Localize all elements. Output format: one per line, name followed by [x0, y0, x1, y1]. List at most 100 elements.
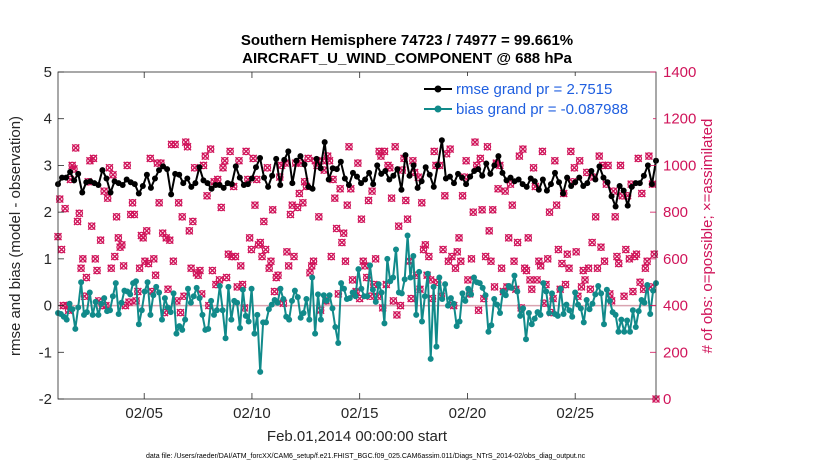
rmse-point [176, 171, 183, 178]
obs-marker [637, 189, 646, 198]
bias-point [508, 284, 515, 291]
bias-point [601, 321, 607, 328]
bias-point [95, 311, 102, 318]
bias-point [543, 288, 550, 295]
obs-marker [387, 194, 396, 203]
obs-marker [563, 250, 572, 259]
rmse-point [612, 203, 619, 210]
rmse-point [281, 156, 288, 163]
bias-point [133, 278, 139, 285]
obs-marker [604, 161, 613, 170]
obs-marker [403, 215, 412, 224]
obs-marker [526, 275, 535, 284]
bias-point [364, 293, 371, 300]
obs-marker [169, 257, 178, 266]
rmse-point [479, 172, 486, 179]
obs-marker [188, 217, 197, 226]
bias-point [150, 292, 157, 299]
bias-point [242, 312, 249, 319]
bias-point [419, 318, 425, 325]
rmse-point [119, 182, 126, 189]
bias-point [624, 317, 631, 324]
bias-point [326, 292, 333, 299]
rmse-point [341, 175, 348, 182]
obs-marker [591, 212, 600, 221]
bias-point [615, 328, 622, 335]
rmse-point [410, 162, 417, 169]
bias-point [384, 255, 391, 262]
obs-marker [501, 187, 510, 196]
obs-marker [650, 250, 659, 259]
obs-marker [371, 254, 380, 263]
obs-marker [391, 142, 400, 151]
rmse-point [180, 180, 187, 187]
obs-marker [518, 145, 527, 154]
bias-point [205, 325, 212, 332]
rmse-point [366, 169, 373, 176]
obs-marker [61, 204, 70, 213]
left-y-tick-label: -1 [39, 344, 52, 361]
obs-marker [226, 147, 235, 156]
obs-marker [588, 238, 597, 247]
obs-marker [339, 229, 348, 238]
bias-point [381, 320, 388, 327]
right-y-tick-label: 1400 [663, 64, 696, 81]
obs-marker [417, 198, 426, 207]
rmse-point [358, 180, 365, 187]
rmse-point [99, 167, 106, 174]
rmse-point [168, 191, 175, 198]
x-tick-label: 02/05 [125, 405, 163, 422]
legend-bias-marker [434, 105, 442, 113]
rmse-point [450, 180, 457, 187]
bias-point [549, 290, 555, 297]
bias-point [83, 309, 90, 316]
bias-point [546, 310, 553, 317]
rmse-point [438, 137, 445, 144]
bias-point [433, 343, 440, 350]
obs-marker [508, 201, 517, 210]
bias-point [219, 307, 226, 314]
obs-marker [453, 247, 462, 256]
rmse-point [228, 181, 235, 188]
obs-marker [151, 271, 160, 280]
bias-point [485, 328, 492, 335]
obs-marker [467, 254, 476, 263]
rmse-point [515, 176, 522, 183]
obs-marker [231, 252, 240, 261]
obs-marker [155, 198, 164, 207]
rmse-point [398, 186, 405, 193]
rmse-point [285, 148, 292, 155]
right-y-tick-label: 0 [663, 391, 671, 408]
x-tick-label: 02/20 [449, 405, 487, 422]
obs-marker [620, 292, 629, 301]
rmse-point [370, 181, 377, 188]
bias-point [603, 286, 610, 293]
bias-point [424, 270, 431, 277]
rmse-point [523, 183, 530, 190]
rmse-point [143, 171, 150, 178]
bias-point [494, 301, 501, 308]
rmse-point [204, 180, 211, 187]
obs-marker [203, 191, 212, 200]
bias-point [291, 287, 298, 294]
obs-marker [87, 222, 96, 231]
obs-marker [117, 240, 126, 249]
right-y-tick-label: 1200 [663, 111, 696, 128]
bias-point [332, 324, 339, 331]
bias-point [554, 312, 561, 319]
obs-marker [220, 156, 229, 165]
bias-point [222, 335, 229, 342]
right-y-tick-label: 800 [663, 204, 688, 221]
obs-marker [595, 152, 604, 161]
bias-point [627, 328, 633, 335]
rmse-point [620, 187, 627, 194]
rmse-point [604, 179, 611, 186]
obs-marker [376, 152, 385, 161]
rmse-point [592, 176, 599, 183]
rmse-point [75, 170, 82, 177]
bias-point [445, 302, 451, 309]
x-axis-label: Feb.01,2014 00:00:00 start [267, 428, 448, 445]
obs-marker [123, 161, 132, 170]
obs-marker [572, 247, 581, 256]
bias-point [612, 311, 619, 318]
